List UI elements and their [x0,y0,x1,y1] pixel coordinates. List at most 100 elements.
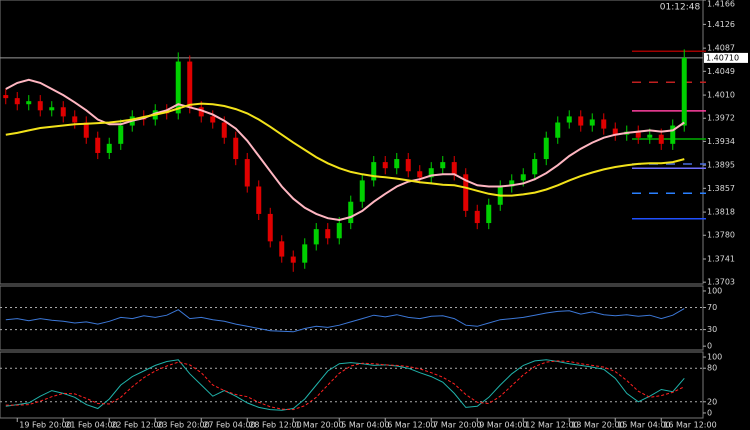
candle-body [509,180,515,187]
x-tick-label: 12 Mar 12:00 [525,421,578,430]
candle-body [417,171,423,178]
candle-body [520,174,526,181]
y-tick-label: 80 [707,364,717,373]
candle-body [221,122,227,138]
candle-body [72,116,78,123]
y-tick-label: 1.4087 [707,44,735,53]
candle-body [359,180,365,202]
x-tick-label: 9 Mar 04:00 [479,421,527,430]
candle-body [486,204,492,224]
y-tick-label: 100 [707,353,722,362]
y-tick-label: 1.3857 [707,184,735,193]
y-tick-label: 1.3780 [707,231,735,240]
candle-body [578,116,584,126]
candle-body [26,101,32,105]
rsi-panel-frame [0,285,704,351]
candle-body [555,122,561,138]
indicator-line [5,359,685,411]
y-tick-label: 0 [707,342,712,351]
y-tick-label: 0 [707,408,712,417]
candle-body [14,98,20,105]
candle-body [681,57,687,126]
candle-body [601,119,607,129]
candle-body [635,131,641,138]
candle-body [451,162,457,175]
candle-body [175,61,181,114]
candle-body [279,241,285,257]
candle-body [474,210,480,224]
x-tick-label: 13 Mar 20:00 [571,421,624,430]
candle-body [106,143,112,153]
candle-body [83,122,89,138]
candle-body [95,137,101,153]
candle-body [658,134,664,144]
y-tick-label: 1.4010 [707,91,735,100]
y-tick-label: 1.3703 [707,278,735,287]
candle-body [118,125,124,144]
candle-body [60,107,66,117]
y-tick-label: 1.3934 [707,137,735,146]
candle-body [647,134,653,138]
x-tick-label: 27 Feb 04:00 [203,421,255,430]
x-tick-label: 21 Feb 04:00 [65,421,117,430]
candle-body [589,119,595,126]
candle-body [290,256,296,263]
x-tick-label: 28 Feb 12:00 [249,421,301,430]
x-tick-label: 6 Mar 12:00 [387,421,435,430]
last-price-label: 1.40710 [706,53,739,62]
y-tick-label: 20 [707,397,717,406]
x-tick-label: 22 Feb 12:00 [111,421,163,430]
candle-body [394,159,400,169]
candle-body [244,159,250,187]
candle-body [371,162,377,181]
y-tick-label: 1.4126 [707,20,735,29]
candle-body [49,107,55,111]
indicator-line [5,102,685,197]
candle-body [405,159,411,172]
main-panel-frame [0,0,704,285]
x-tick-label: 5 Mar 04:00 [341,421,389,430]
x-tick-label: 15 Mar 04:00 [617,421,670,430]
x-tick-label: 23 Feb 20:00 [157,421,209,430]
x-tick-label: 1 Mar 20:00 [295,421,343,430]
y-tick-label: 1.3741 [707,255,735,264]
y-tick-label: 1.3972 [707,114,735,123]
y-tick-label: 100 [707,286,722,295]
indicator-line [5,360,685,411]
indicator-line [5,78,685,222]
candle-body [210,116,216,123]
candle-body [543,137,549,160]
candle-body [566,116,572,123]
candle-body [532,159,538,175]
candle-body [463,174,469,211]
x-tick-label: 19 Feb 20:00 [19,421,71,430]
y-tick-label: 70 [707,303,717,312]
candle-body [256,186,262,214]
y-tick-label: 1.3895 [707,161,735,170]
candle-body [3,95,9,99]
candle-body [267,213,273,242]
y-tick-label: 1.3818 [707,208,735,217]
candle-body [612,128,618,135]
candle-body [198,107,204,117]
candle-body [336,223,342,239]
candle-body [233,137,239,160]
x-tick-label: 16 Mar 12:00 [663,421,716,430]
server-time: 01:12:48 [660,3,701,13]
candle-body [313,229,319,245]
indicator-line [5,308,685,333]
y-tick-label: 30 [707,325,717,334]
candle-body [428,168,434,178]
stochastic-panel-frame [0,351,704,419]
candle-body [187,61,193,108]
candle-body [382,162,388,169]
x-tick-label: 7 Mar 20:00 [433,421,481,430]
candle-body [440,162,446,169]
y-tick-label: 1.4166 [707,0,735,9]
y-tick-label: 1.4049 [707,67,735,76]
candle-body [670,125,676,144]
candle-body [37,101,43,111]
candle-body [325,229,331,239]
last-price-box [704,52,748,63]
